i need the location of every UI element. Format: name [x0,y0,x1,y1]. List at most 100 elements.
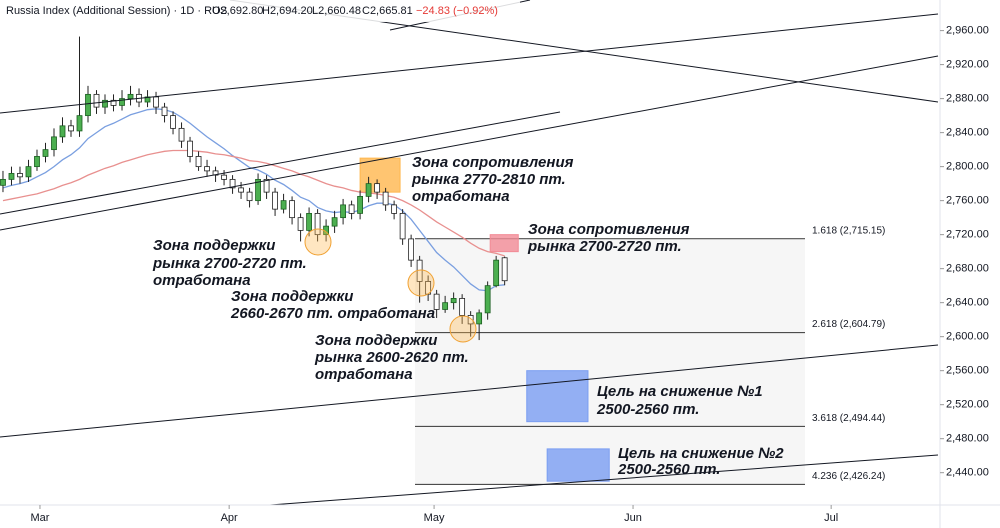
candle-body [85,93,91,117]
annotation: рынка 2770-2810 пт. [411,171,566,188]
fib-label: 1.618 (2,715.15) [812,225,885,236]
trend-line [0,13,939,114]
candle-body [399,212,406,240]
candle-body [153,96,159,108]
y-tick-label: 2,680.00 [946,263,989,275]
candle-body [110,99,117,106]
y-tick-label: 2,920.00 [946,59,989,71]
zone [526,370,589,423]
candle-body [297,217,304,231]
y-tick-label: 2,760.00 [946,195,989,207]
candle-body [340,204,346,219]
candle-body [51,136,57,151]
candle-body [161,106,168,117]
candle-body [68,125,74,132]
candle-body [25,166,32,178]
candle-body [102,99,108,108]
annotation: отработана [412,188,510,205]
y-tick-label: 2,960.00 [946,25,989,37]
candle-body [127,93,134,100]
legend-low: L2,660.48 [312,5,361,17]
x-tick-label: Jun [624,512,642,524]
annotations: Зона сопротивления рынка 2770-2810 пт. о… [152,154,784,478]
y-tick-label: 2,720.00 [946,229,989,241]
annotation: 2500-2560 пт. [617,461,720,478]
candle-body [459,298,466,316]
annotation: Зона поддержки [231,288,353,305]
candle-body [476,312,483,325]
candle-body [42,149,49,157]
y-tick-label: 2,840.00 [946,127,989,139]
y-tick-label: 2,480.00 [946,433,989,445]
y-tick-label: 2,520.00 [946,399,989,411]
candle-body [382,191,389,206]
trend-line [269,454,939,506]
plot [0,36,805,485]
y-tick-label: 2,600.00 [946,331,989,343]
candle-body [170,115,176,129]
candle-body [221,174,227,180]
y-tick-label: 2,880.00 [946,93,989,105]
candle-body [408,238,415,261]
zone [489,234,519,253]
fib-label: 2.618 (2,604.79) [812,319,885,330]
annotation: Зона поддержки [315,332,437,349]
candle-body [484,285,491,314]
marker-circle [304,228,332,256]
candle-body [255,178,261,202]
fib-area [415,240,805,485]
legend-title: Russia Index (Additional Session) · 1D ·… [6,5,227,17]
candle-body [365,183,372,197]
candle-body [391,204,398,214]
candle-body [272,191,278,210]
candle-body [374,183,381,193]
candle-body [442,302,449,310]
candle-body [8,173,15,180]
candle-body [263,178,270,193]
marker-circle [407,269,435,297]
annotation: Зона сопротивления [528,221,690,238]
x-tick-label: Apr [221,512,238,524]
candle-body [280,200,287,210]
candle-body [17,173,23,178]
trend-line [0,344,939,438]
candle-body [467,315,474,325]
candle-body [246,191,253,202]
legend-change: −24.83 (−0.92%) [416,5,498,17]
annotation: 2500-2560 пт. [596,401,699,418]
annotation: Цель на снижение №2 [618,445,784,462]
candle-body [144,96,151,103]
y-tick-label: 2,640.00 [946,297,989,309]
candle-body [357,195,363,214]
candle-body [0,178,6,186]
annotation: отработана [153,272,251,289]
candle-body [493,259,500,287]
candle-body [204,166,210,172]
annotation: отработана [315,366,413,383]
marker-circle [449,315,477,343]
candle-body [59,125,66,138]
y-tick-label: 2,440.00 [946,467,989,479]
indicator-line [2,108,505,292]
x-tick-label: Mar [30,512,49,524]
legend-bg [0,0,520,22]
candle-body [93,93,100,108]
x-tick-label: May [424,512,445,524]
legend-high: H2,694.20 [262,5,313,17]
candle-body [238,187,244,193]
candle-body [331,217,338,227]
candle-body [76,115,83,132]
annotation: Зона сопротивления [412,154,574,171]
candle-body [450,298,457,304]
x-tick-label: Jul [824,512,838,524]
y-tick-label: 2,560.00 [946,365,989,377]
legend-close: C2,665.81 [362,5,413,17]
fib-label: 4.236 (2,426.24) [812,471,885,482]
candle-body [348,204,355,214]
zone [546,448,610,482]
annotation: рынка 2700-2720 пт. [152,255,307,272]
candle-body [289,200,295,219]
annotation: 2660-2670 пт. отработана [230,305,435,322]
annotation: Зона поддержки [153,237,275,254]
